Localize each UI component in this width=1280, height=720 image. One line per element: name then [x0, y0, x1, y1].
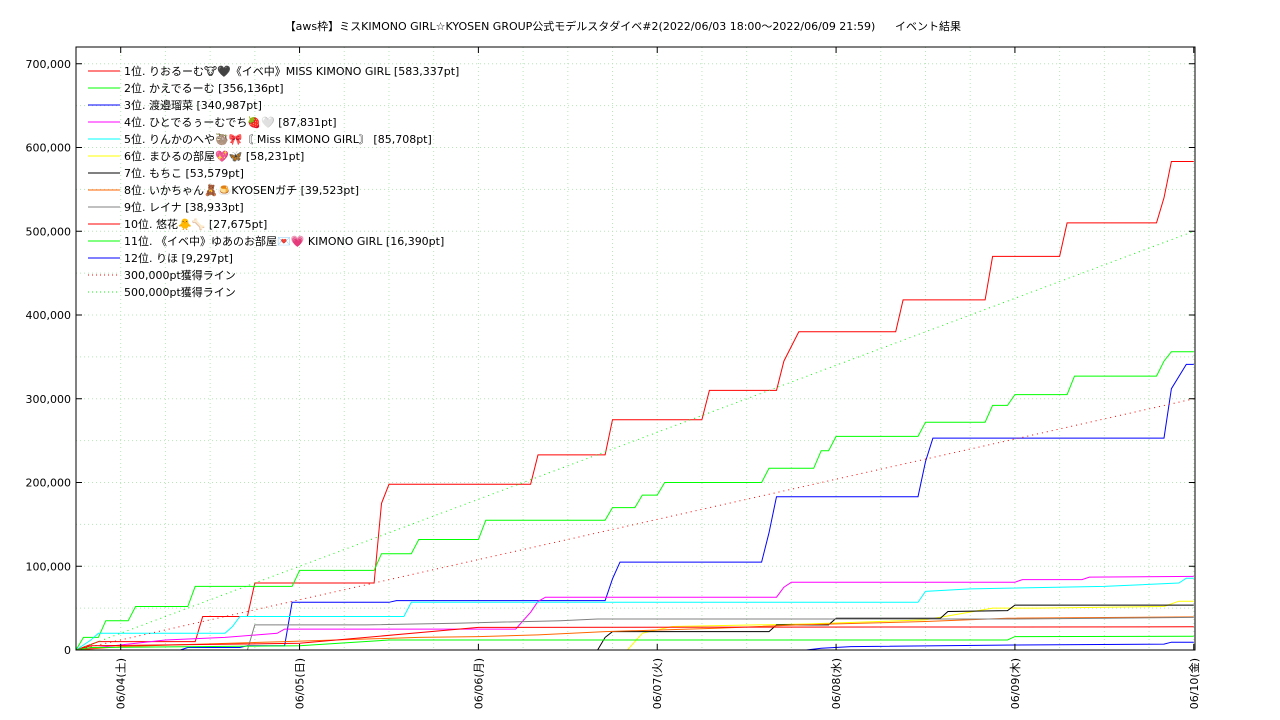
y-tick-label: 300,000 [26, 393, 72, 406]
x-tick-label: 06/04(土) [115, 658, 128, 709]
legend-label-7: 7位. もちこ [53,579pt] [124, 166, 244, 180]
chart-subtitle: イベント結果 [895, 19, 961, 33]
series-line-14 [75, 230, 1194, 651]
y-tick-label: 500,000 [26, 225, 72, 238]
legend-label-1: 1位. りおるーむ🐮🖤《イベ中》MISS KIMONO GIRL [583,33… [124, 64, 459, 78]
x-tick-label: 06/09(木) [1009, 658, 1022, 709]
x-tick-label: 06/05(日) [294, 658, 307, 709]
legend-label-11: 11位. 《イベ中》ゆあのお部屋💌💗 KIMONO GIRL [16,390pt… [124, 234, 444, 248]
y-tick-label: 100,000 [26, 560, 72, 573]
legend-label-12: 12位. りほ [9,297pt] [124, 251, 233, 265]
y-tick-label: 200,000 [26, 477, 72, 490]
x-tick-label: 06/06(月) [472, 658, 485, 709]
series-line-10 [75, 626, 1194, 651]
chart-title: 【aws枠】ミスKIMONO GIRL☆KYOSEN GROUP公式モデルスタダ… [285, 19, 876, 33]
plot-frame [75, 46, 1196, 651]
x-tick-label: 06/07(火) [651, 658, 664, 709]
legend-label-6: 6位. まひるの部屋💖🦋 [58,231pt] [124, 149, 304, 163]
legend-label-3: 3位. 渡邉瑠菜 [340,987pt] [124, 98, 262, 112]
series-line-1 [75, 161, 1194, 651]
legend-label-4: 4位. ひとでるぅーむでち🍓🤍 [87,831pt] [124, 115, 337, 129]
axes: 0 100,000 200,000 300,000 400,000 500,000 600,… [26, 47, 1201, 709]
series-layer [75, 161, 1194, 651]
legend-label-5: 5位. りんかのへや🦥🎀〘 Miss KIMONO GIRL〙 [85,708p… [124, 132, 432, 146]
legend-label-8: 8位. いかちゃん🧸🍮KYOSENガチ [39,523pt] [124, 183, 359, 197]
series-line-13 [75, 398, 1194, 651]
series-line-8 [75, 616, 1194, 651]
series-line-4 [75, 575, 1194, 651]
y-tick-label: 600,000 [26, 142, 72, 155]
series-line-9 [76, 616, 1194, 651]
legend-label-9: 9位. レイナ [38,933pt] [124, 200, 244, 214]
legend-label-2: 2位. かえでるーむ [356,136pt] [124, 81, 284, 95]
series-line-2 [75, 351, 1194, 651]
legend: 1位. りおるーむ🐮🖤《イベ中》MISS KIMONO GIRL [583,33… [88, 64, 459, 299]
x-tick-label: 06/10(金) [1187, 658, 1201, 709]
x-tick-label: 06/08(水) [830, 658, 843, 709]
legend-label-14: 500,000pt獲得ライン [124, 286, 236, 299]
series-line-7 [76, 604, 1194, 651]
y-tick-label: 400,000 [26, 309, 72, 322]
series-line-11 [75, 635, 1194, 651]
legend-label-10: 10位. 悠花🐥🦴 [27,675pt] [124, 217, 267, 231]
legend-label-13: 300,000pt獲得ライン [124, 269, 236, 282]
y-tick-label: 700,000 [26, 58, 72, 71]
series-line-5 [75, 577, 1194, 651]
y-tick-label: 0 [64, 644, 71, 657]
